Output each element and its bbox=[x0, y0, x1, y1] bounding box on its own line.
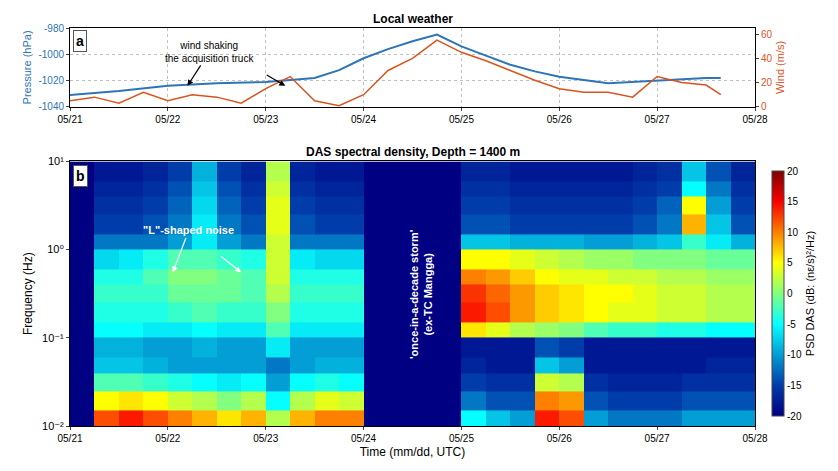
svg-text:05/22: 05/22 bbox=[155, 114, 180, 125]
svg-text:05/27: 05/27 bbox=[645, 433, 670, 444]
svg-text:Pressure (hPa): Pressure (hPa) bbox=[21, 30, 33, 104]
svg-text:05/25: 05/25 bbox=[449, 433, 474, 444]
svg-text:05/26: 05/26 bbox=[547, 114, 572, 125]
svg-text:10⁻²: 10⁻² bbox=[42, 420, 64, 432]
svg-text:05/27: 05/27 bbox=[645, 114, 670, 125]
svg-text:-980: -980 bbox=[44, 23, 64, 34]
svg-text:05/26: 05/26 bbox=[547, 433, 572, 444]
svg-text:-1040: -1040 bbox=[38, 101, 64, 112]
svg-text:-1020: -1020 bbox=[38, 75, 64, 86]
svg-text:05/21: 05/21 bbox=[57, 114, 82, 125]
svg-text:-5: -5 bbox=[787, 319, 796, 330]
svg-text:05/23: 05/23 bbox=[253, 114, 278, 125]
svg-text:PSD DAS (dB: (nε/s)²/Hz): PSD DAS (dB: (nε/s)²/Hz) bbox=[804, 231, 816, 356]
svg-text:10: 10 bbox=[787, 227, 799, 238]
svg-text:0: 0 bbox=[787, 288, 793, 299]
svg-text:05/24: 05/24 bbox=[351, 114, 376, 125]
svg-text:05/21: 05/21 bbox=[57, 433, 82, 444]
svg-text:10¹: 10¹ bbox=[48, 155, 64, 167]
svg-text:Local weather: Local weather bbox=[373, 12, 453, 26]
svg-text:DAS spectral density, Depth =: DAS spectral density, Depth = 1400 m bbox=[306, 145, 520, 159]
svg-text:-15: -15 bbox=[787, 380, 802, 391]
svg-text:10⁻¹: 10⁻¹ bbox=[42, 332, 64, 344]
svg-text:05/28: 05/28 bbox=[742, 433, 767, 444]
svg-text:40: 40 bbox=[761, 53, 773, 64]
svg-text:Frequency (Hz): Frequency (Hz) bbox=[21, 252, 35, 335]
svg-text:-20: -20 bbox=[787, 411, 802, 422]
svg-text:Time (mm/dd, UTC): Time (mm/dd, UTC) bbox=[360, 445, 466, 459]
svg-text:20: 20 bbox=[787, 166, 799, 177]
svg-text:5: 5 bbox=[787, 257, 793, 268]
svg-text:05/28: 05/28 bbox=[742, 114, 767, 125]
svg-text:wind shakingthe acquisition tr: wind shakingthe acquisition truck bbox=[165, 40, 254, 64]
svg-text:-1000: -1000 bbox=[38, 49, 64, 60]
svg-text:a: a bbox=[76, 33, 84, 49]
svg-text:10⁰: 10⁰ bbox=[47, 243, 64, 255]
svg-text:60: 60 bbox=[761, 29, 773, 40]
svg-text:05/25: 05/25 bbox=[449, 114, 474, 125]
svg-text:'once-in-a-decade storm'(ex-TC: 'once-in-a-decade storm'(ex-TC Mangga) bbox=[408, 229, 434, 359]
svg-text:Wind (m/s): Wind (m/s) bbox=[774, 41, 786, 94]
svg-text:15: 15 bbox=[787, 196, 799, 207]
svg-text:-10: -10 bbox=[787, 349, 802, 360]
svg-text:05/22: 05/22 bbox=[155, 433, 180, 444]
svg-text:05/23: 05/23 bbox=[253, 433, 278, 444]
svg-text:"L"-shaped noise: "L"-shaped noise bbox=[143, 224, 234, 236]
svg-text:0: 0 bbox=[761, 101, 767, 112]
svg-text:20: 20 bbox=[761, 77, 773, 88]
svg-text:b: b bbox=[76, 168, 85, 184]
svg-text:05/24: 05/24 bbox=[351, 433, 376, 444]
